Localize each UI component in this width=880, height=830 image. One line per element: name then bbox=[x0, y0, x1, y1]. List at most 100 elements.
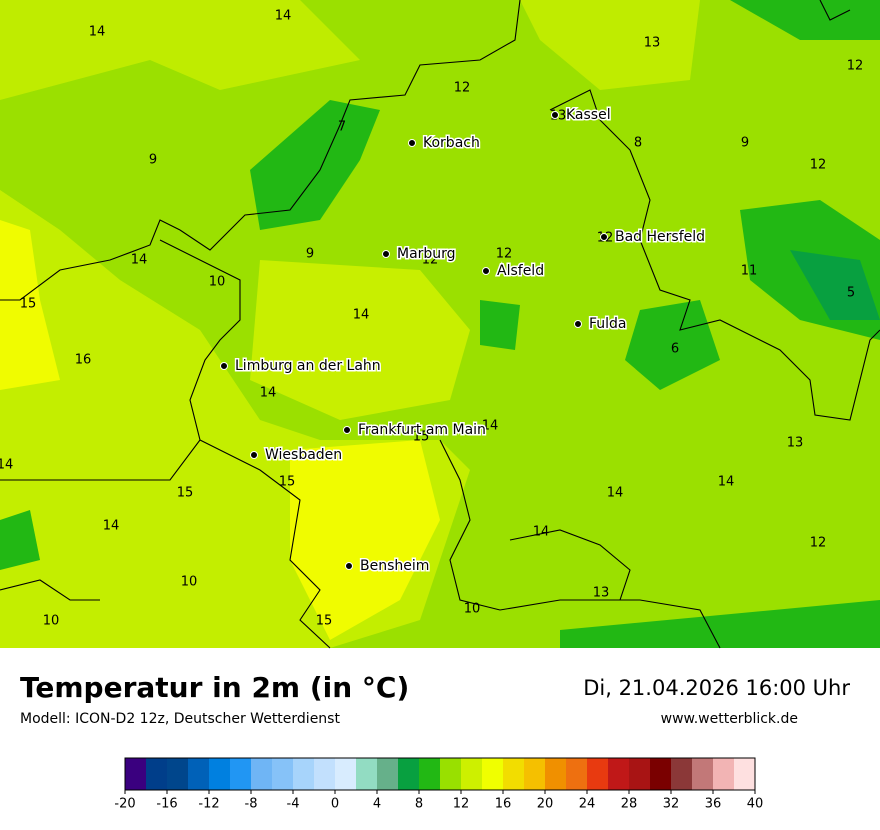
city-name: Wiesbaden bbox=[265, 447, 342, 463]
colorbar-tick-label: -8 bbox=[245, 797, 258, 812]
temperature-label: 14 bbox=[482, 419, 499, 434]
colorbar-tick-label: 20 bbox=[537, 797, 554, 812]
model-info: Modell: ICON-D2 12z, Deutscher Wetterdie… bbox=[20, 711, 340, 727]
city-name: Korbach bbox=[423, 135, 480, 151]
colorbar-tick-label: -16 bbox=[156, 797, 177, 812]
temperature-label: 12 bbox=[454, 81, 471, 96]
colorbar-swatch bbox=[440, 758, 461, 790]
city-name: Limburg an der Lahn bbox=[235, 358, 381, 374]
temperature-label: 12 bbox=[496, 247, 513, 262]
temperature-label: 9 bbox=[306, 247, 314, 262]
borders bbox=[0, 0, 880, 649]
city-dot bbox=[345, 562, 353, 570]
temperature-label: 16 bbox=[75, 353, 92, 368]
temperature-label: 15 bbox=[279, 475, 296, 490]
colorbar-swatch bbox=[587, 758, 608, 790]
temperature-label: 6 bbox=[671, 342, 679, 357]
city-name: Alsfeld bbox=[497, 263, 544, 279]
temperature-label: 15 bbox=[177, 486, 194, 501]
colorbar-swatch bbox=[356, 758, 377, 790]
city-dot bbox=[551, 111, 559, 119]
colorbar-swatch bbox=[251, 758, 272, 790]
colorbar-swatch bbox=[125, 758, 146, 790]
temperature-label: 15 bbox=[20, 297, 37, 312]
temperature-label: 8 bbox=[634, 136, 642, 151]
city-dot bbox=[600, 233, 608, 241]
colorbar-frame bbox=[124, 757, 756, 791]
temperature-label: 10 bbox=[43, 614, 60, 629]
colorbar-tick-label: 4 bbox=[373, 797, 381, 812]
colorbar-swatch bbox=[419, 758, 440, 790]
colorbar-tick-label: 36 bbox=[705, 797, 722, 812]
colorbar-tick-label: 0 bbox=[331, 797, 339, 812]
city-dot bbox=[482, 267, 490, 275]
colorbar-tick-label: 8 bbox=[415, 797, 423, 812]
temperature-label: 10 bbox=[464, 602, 481, 617]
colorbar-tick-label: 16 bbox=[495, 797, 512, 812]
colorbar-tick-label: -4 bbox=[287, 797, 300, 812]
temperature-label: 13 bbox=[787, 436, 804, 451]
colorbar-swatch bbox=[272, 758, 293, 790]
city-dot bbox=[250, 451, 258, 459]
temperature-label: 14 bbox=[353, 308, 370, 323]
colorbar-swatch bbox=[524, 758, 545, 790]
colorbar-swatch bbox=[167, 758, 188, 790]
colorbar-tick-label: -12 bbox=[198, 797, 219, 812]
city-name: Fulda bbox=[589, 316, 627, 332]
temperature-label: 15 bbox=[316, 614, 333, 629]
colorbar-swatch bbox=[713, 758, 734, 790]
temperature-label: 14 bbox=[0, 458, 13, 473]
temperature-label: 14 bbox=[533, 525, 550, 540]
temperature-label: 13 bbox=[644, 36, 661, 51]
title: Temperatur in 2m (in °C) bbox=[20, 671, 409, 704]
temperature-label: 14 bbox=[131, 253, 148, 268]
colorbar-tick-label: 32 bbox=[663, 797, 680, 812]
temperature-label: 5 bbox=[847, 286, 855, 301]
website: www.wetterblick.de bbox=[661, 711, 798, 727]
colorbar-swatch bbox=[314, 758, 335, 790]
city-name: Bad Hersfeld bbox=[615, 229, 705, 245]
colorbar-tick-label: 24 bbox=[579, 797, 596, 812]
temperature-label: 10 bbox=[209, 275, 226, 290]
city-dot bbox=[343, 426, 351, 434]
temperature-label: 12 bbox=[810, 158, 827, 173]
temperature-label: 12 bbox=[847, 59, 864, 74]
colorbar-tick-label: 28 bbox=[621, 797, 638, 812]
colorbar-tick-label: -20 bbox=[114, 797, 135, 812]
colorbar-swatch bbox=[734, 758, 755, 790]
colorbar-swatch bbox=[650, 758, 671, 790]
colorbar-swatch bbox=[209, 758, 230, 790]
colorbar-swatch bbox=[293, 758, 314, 790]
city-dot bbox=[382, 250, 390, 258]
colorbar-swatch bbox=[629, 758, 650, 790]
date: Di, 21.04.2026 16:00 Uhr bbox=[583, 676, 850, 700]
colorbar-swatch bbox=[398, 758, 419, 790]
temperature-label: 14 bbox=[718, 475, 735, 490]
temperature-label: 9 bbox=[741, 136, 749, 151]
colorbar-tick-label: 40 bbox=[747, 797, 764, 812]
temperature-label: 9 bbox=[149, 153, 157, 168]
temperature-labels: 14 14 13 12 12 13 7 8 9 9 12 9 12 12 12 14 11 10 15 5 14 6 16 1… bbox=[0, 9, 863, 629]
colorbar-swatch bbox=[545, 758, 566, 790]
temperature-label: 14 bbox=[89, 25, 106, 40]
colorbar-swatch bbox=[230, 758, 251, 790]
colorbar-swatch bbox=[482, 758, 503, 790]
map-background bbox=[0, 0, 880, 648]
colorbar-swatch bbox=[188, 758, 209, 790]
temperature-label: 14 bbox=[275, 9, 292, 24]
colorbar-swatch bbox=[335, 758, 356, 790]
colorbar-swatch bbox=[692, 758, 713, 790]
colorbar-swatch bbox=[671, 758, 692, 790]
city-dot bbox=[408, 139, 416, 147]
temperature-label: 15 bbox=[413, 430, 430, 445]
temperature-label: 10 bbox=[181, 575, 198, 590]
colorbar: -20 -16 -12 -8 -4 0 4 8 12 16 20 24 28 32 36 40 bbox=[114, 757, 764, 812]
city-dot bbox=[574, 320, 582, 328]
temperature-label: 12 bbox=[422, 253, 439, 268]
temperature-label: 12 bbox=[810, 536, 827, 551]
temperature-label: 7 bbox=[338, 120, 346, 135]
colorbar-swatch bbox=[566, 758, 587, 790]
colorbar-tick-label: 12 bbox=[453, 797, 470, 812]
